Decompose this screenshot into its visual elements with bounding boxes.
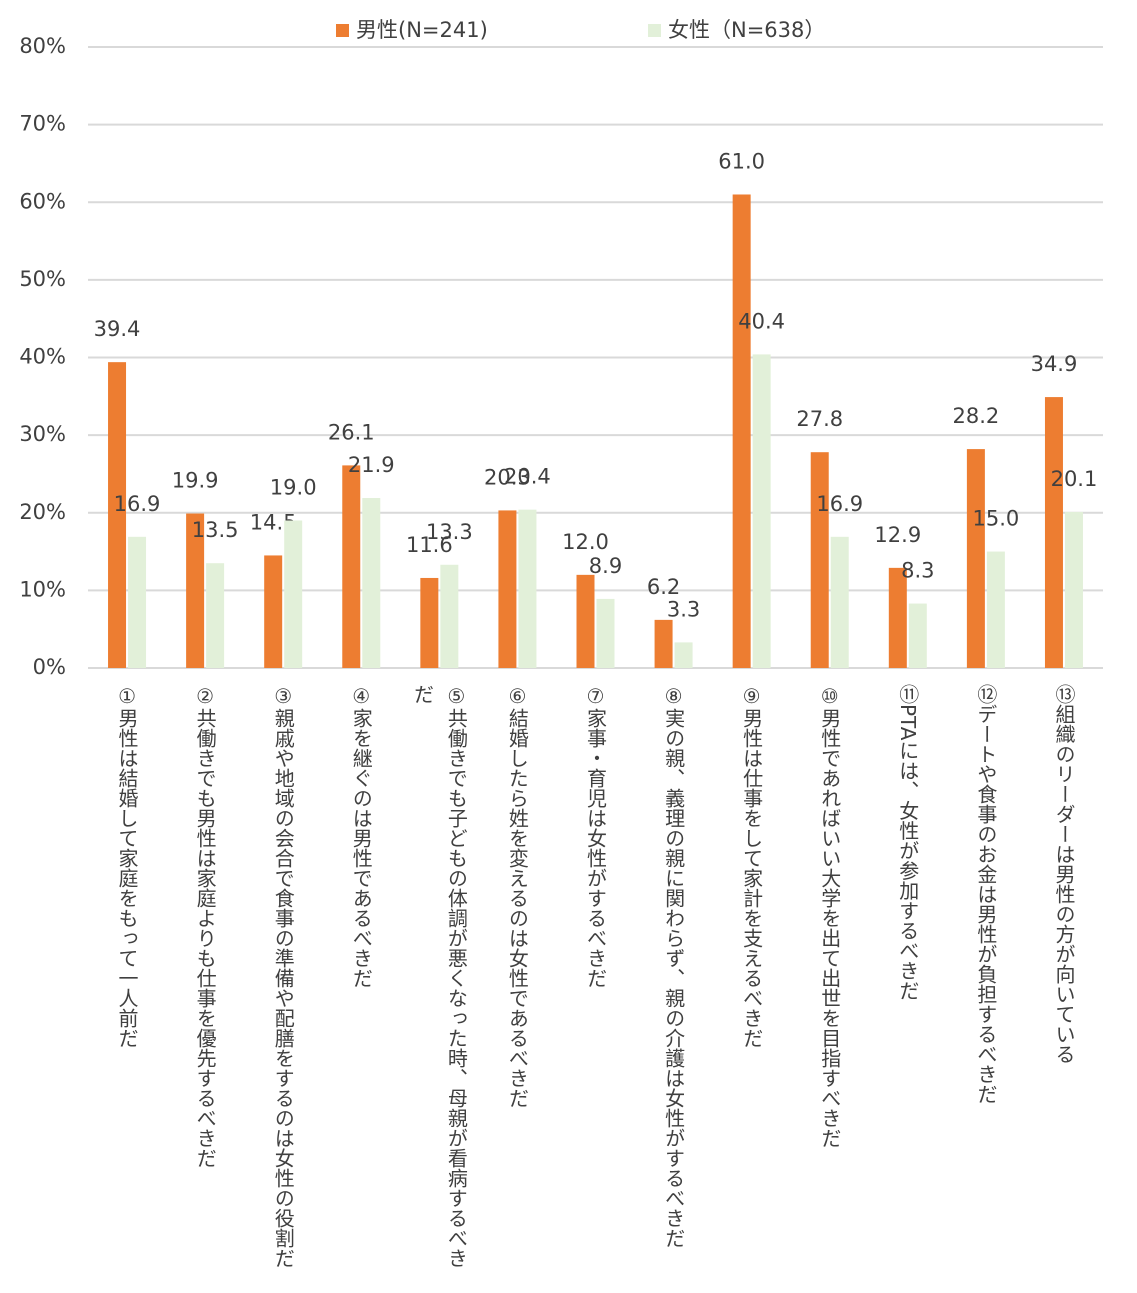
bar — [342, 465, 361, 668]
bar — [674, 642, 693, 668]
x-tick-label: ⑨男性は仕事をして家計を支えるべきだ — [739, 684, 764, 1048]
x-tick-label: ⑫デートや食事のお金は男性が負担するべきだ — [973, 684, 998, 1104]
y-tick-label: 30% — [19, 422, 66, 446]
bar — [128, 536, 147, 668]
value-label: 26.1 — [328, 420, 375, 444]
bar — [186, 513, 205, 668]
bar — [732, 194, 751, 669]
bar — [518, 509, 537, 668]
value-label: 19.9 — [172, 469, 219, 493]
value-label: 16.9 — [114, 492, 161, 516]
bar — [440, 564, 459, 668]
value-label: 6.2 — [647, 575, 680, 599]
bar — [420, 577, 439, 668]
value-label: 20.1 — [1051, 467, 1098, 491]
legend-label: 男性(N=241) — [356, 18, 488, 42]
value-label: 8.9 — [589, 554, 622, 578]
bar — [1064, 511, 1083, 668]
value-label: 21.9 — [348, 453, 395, 477]
x-tick-label: ④家を継ぐのは男性であるべきだ — [349, 684, 374, 988]
value-label: 16.9 — [816, 492, 863, 516]
bar — [830, 536, 849, 668]
bar — [986, 551, 1005, 668]
legend-label: 女性（N=638） — [668, 18, 825, 42]
value-label: 20.3 — [484, 465, 531, 489]
x-tick-label: ⑤共働きでも子どもの体調が悪くなった時、母親が看病するべきだ — [410, 684, 469, 1268]
value-label: 39.4 — [94, 317, 141, 341]
y-tick-label: 50% — [19, 267, 66, 291]
y-tick-label: 70% — [19, 112, 66, 136]
value-label: 34.9 — [1031, 352, 1078, 376]
value-label: 12.9 — [874, 523, 921, 547]
value-label: 19.0 — [270, 476, 317, 500]
value-label: 13.5 — [192, 518, 239, 542]
bar — [264, 555, 283, 668]
bar — [966, 449, 985, 668]
y-tick-label: 0% — [33, 655, 66, 679]
bar — [206, 563, 225, 668]
x-tick-label: ⑦家事・育児は女性がするべきだ — [583, 684, 608, 988]
value-label: 12.0 — [562, 530, 609, 554]
value-label: 20.4 — [504, 465, 551, 489]
value-label: 15.0 — [973, 507, 1020, 531]
value-label: 8.3 — [901, 559, 934, 583]
bar — [576, 574, 595, 668]
bar — [1044, 397, 1063, 668]
y-tick-label: 20% — [19, 500, 66, 524]
chart: 0% 10% 20% 30% 40% 50% 60% 70% 80% 男性(N=241) 女性（N=… — [19, 18, 1103, 679]
bar — [362, 498, 381, 668]
bar — [108, 362, 127, 668]
x-tick-label: ⑥結婚したら姓を変えるのは女性であるべきだ — [505, 684, 530, 1108]
bar — [752, 354, 771, 668]
value-label: 11.6 — [406, 533, 453, 557]
value-label: 27.8 — [796, 407, 843, 431]
value-label: 28.2 — [953, 404, 1000, 428]
bar — [596, 598, 615, 668]
bar — [498, 510, 517, 668]
legend-swatch — [648, 24, 661, 37]
y-tick-label: 80% — [19, 34, 66, 58]
bar — [810, 452, 829, 668]
bar — [654, 619, 673, 668]
y-tick-label: 10% — [19, 577, 66, 601]
x-tick-label: ③親戚や地域の会合で食事の準備や配膳をするのは女性の役割だ — [271, 684, 296, 1268]
x-tick-label: ②共働きでも男性は家庭よりも仕事を優先するべきだ — [193, 684, 218, 1168]
x-tick-label: ⑪PTAには、女性が参加するべきだ — [895, 684, 920, 1001]
x-tick-label: ⑧実の親、義理の親に関わらず、親の介護は女性がするべきだ — [661, 684, 686, 1248]
x-tick-label: ⑬組織のリーダーは男性の方が向いている — [1051, 684, 1076, 1064]
bar — [908, 603, 927, 668]
y-tick-label: 60% — [19, 189, 66, 213]
value-label: 61.0 — [718, 149, 765, 173]
legend-swatch — [336, 24, 349, 37]
value-label: 3.3 — [667, 597, 700, 621]
x-tick-label: ①男性は結婚して家庭をもって一人前だ — [115, 684, 140, 1048]
y-tick-label: 40% — [19, 345, 66, 369]
value-label: 13.3 — [426, 520, 473, 544]
value-label: 40.4 — [738, 309, 785, 333]
x-tick-label: ⑩男性であればいい大学を出て出世を目指すべきだ — [817, 684, 842, 1148]
bar — [888, 567, 907, 668]
bar — [284, 520, 303, 668]
